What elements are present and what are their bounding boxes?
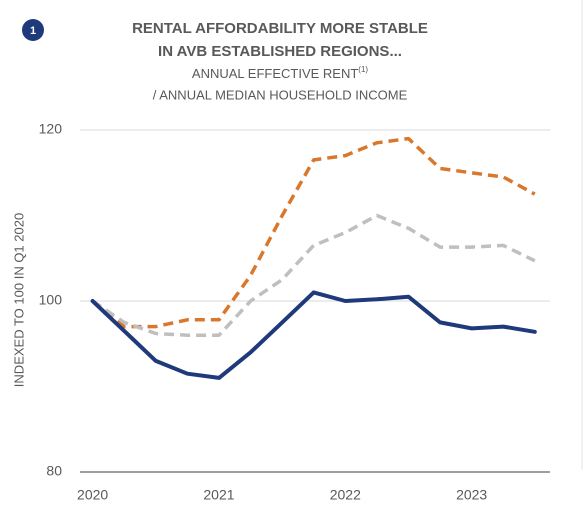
x-tick-label: 2021 <box>203 487 234 503</box>
y-tick-label: 80 <box>46 463 62 479</box>
subtitle-text: ANNUAL EFFECTIVE RENT <box>192 66 358 81</box>
subtitle: / ANNUAL MEDIAN HOUSEHOLD INCOME <box>153 87 408 102</box>
badge <box>22 19 44 41</box>
series-line <box>91 213 536 337</box>
series-line <box>91 136 536 329</box>
series-line <box>90 290 537 380</box>
badge-label: 1 <box>30 25 36 37</box>
chart-title: RENTAL AFFORDABILITY MORE STABLE <box>132 20 428 37</box>
chart-title: IN AVB ESTABLISHED REGIONS... <box>158 43 402 60</box>
subtitle: ANNUAL EFFECTIVE RENT(1) <box>192 65 368 81</box>
y-tick-label: 120 <box>39 121 63 137</box>
x-tick-label: 2023 <box>456 487 487 503</box>
x-tick-label: 2022 <box>330 487 361 503</box>
y-axis-label: INDEXED TO 100 IN Q1 2020 <box>11 213 26 387</box>
footnote-marker: (1) <box>358 65 368 74</box>
x-tick-label: 2020 <box>77 487 108 503</box>
y-tick-label: 100 <box>39 292 63 308</box>
